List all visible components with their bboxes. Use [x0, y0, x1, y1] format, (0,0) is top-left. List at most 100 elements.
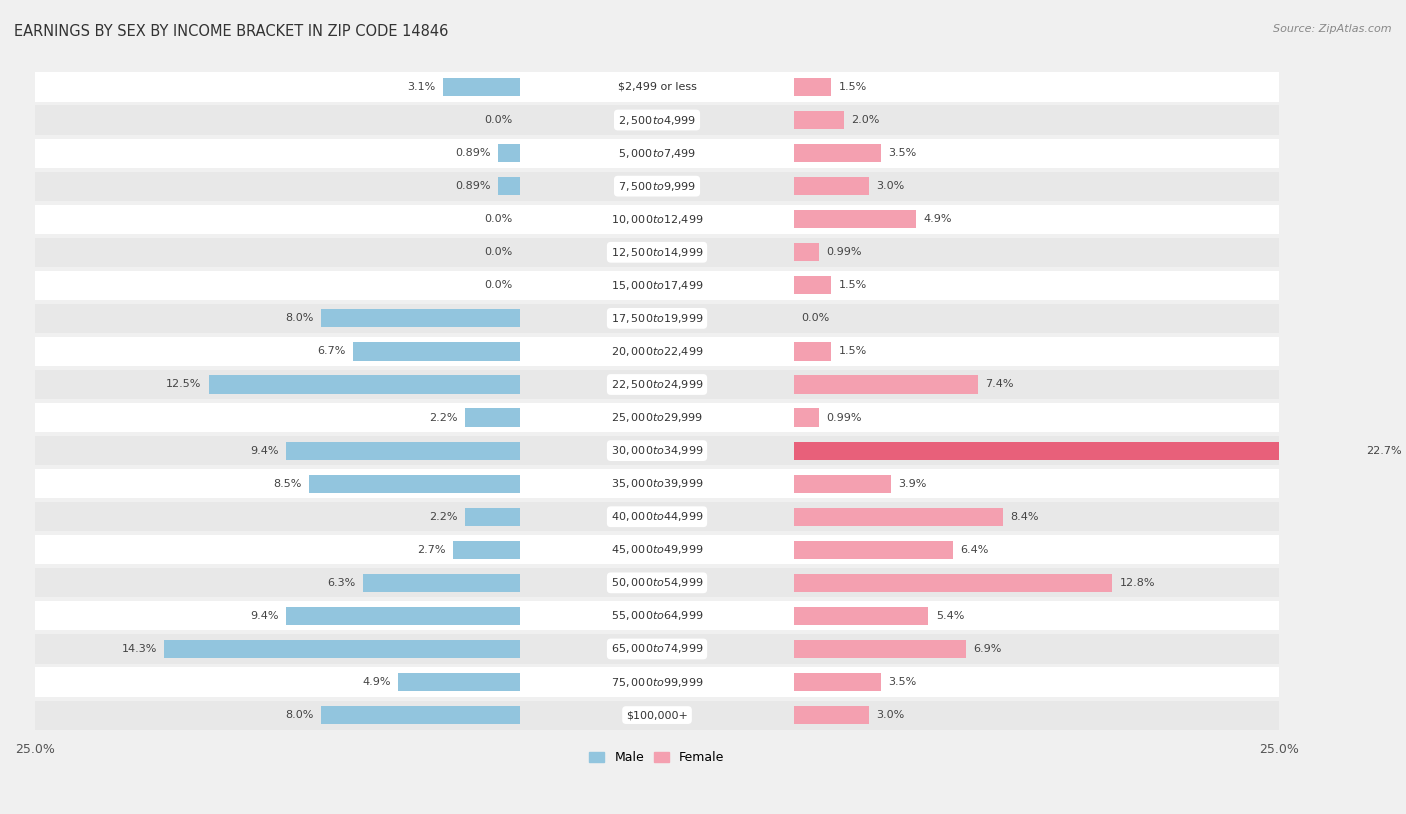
Text: 3.9%: 3.9%: [898, 479, 927, 488]
Text: $5,000 to $7,499: $5,000 to $7,499: [617, 147, 696, 160]
Bar: [453, 540, 520, 559]
Text: 7.4%: 7.4%: [986, 379, 1014, 390]
Bar: [35, 602, 1279, 631]
Text: 3.0%: 3.0%: [876, 710, 904, 720]
Text: $12,500 to $14,999: $12,500 to $14,999: [610, 246, 703, 259]
Bar: [35, 337, 1279, 366]
Text: 0.89%: 0.89%: [456, 182, 491, 191]
Text: 6.9%: 6.9%: [973, 644, 1001, 654]
Bar: [35, 72, 1279, 102]
Bar: [794, 540, 953, 559]
Bar: [794, 343, 831, 361]
Bar: [498, 144, 520, 162]
Bar: [209, 375, 520, 394]
Bar: [35, 502, 1279, 532]
Text: 4.9%: 4.9%: [924, 214, 952, 224]
Bar: [794, 111, 844, 129]
Text: 8.0%: 8.0%: [285, 710, 314, 720]
Bar: [794, 243, 818, 261]
Text: 0.0%: 0.0%: [485, 247, 513, 257]
Text: $30,000 to $34,999: $30,000 to $34,999: [610, 444, 703, 457]
Bar: [794, 508, 1002, 526]
Bar: [794, 606, 928, 625]
Text: 6.7%: 6.7%: [318, 347, 346, 357]
Bar: [35, 172, 1279, 201]
Text: $35,000 to $39,999: $35,000 to $39,999: [610, 477, 703, 490]
Text: 1.5%: 1.5%: [838, 280, 868, 291]
Bar: [35, 271, 1279, 300]
Text: 12.5%: 12.5%: [166, 379, 201, 390]
Text: $2,499 or less: $2,499 or less: [617, 82, 696, 92]
Bar: [35, 106, 1279, 134]
Text: 3.5%: 3.5%: [889, 148, 917, 158]
Text: 8.4%: 8.4%: [1011, 512, 1039, 522]
Bar: [794, 441, 1358, 460]
Text: $50,000 to $54,999: $50,000 to $54,999: [610, 576, 703, 589]
Text: 14.3%: 14.3%: [121, 644, 157, 654]
Bar: [794, 409, 818, 427]
Bar: [465, 508, 520, 526]
Text: 0.0%: 0.0%: [801, 313, 830, 323]
Bar: [794, 574, 1112, 592]
Bar: [321, 309, 520, 327]
Text: $2,500 to $4,999: $2,500 to $4,999: [617, 113, 696, 126]
Text: 2.7%: 2.7%: [418, 545, 446, 555]
Bar: [398, 673, 520, 691]
Text: $17,500 to $19,999: $17,500 to $19,999: [610, 312, 703, 325]
Text: 1.5%: 1.5%: [838, 82, 868, 92]
Text: $100,000+: $100,000+: [626, 710, 688, 720]
Bar: [794, 673, 882, 691]
Bar: [35, 238, 1279, 267]
Text: $10,000 to $12,499: $10,000 to $12,499: [610, 212, 703, 225]
Text: $20,000 to $22,499: $20,000 to $22,499: [610, 345, 703, 358]
Text: 2.2%: 2.2%: [429, 413, 458, 422]
Bar: [35, 403, 1279, 432]
Bar: [794, 144, 882, 162]
Bar: [35, 370, 1279, 399]
Text: 6.4%: 6.4%: [960, 545, 988, 555]
Text: 0.99%: 0.99%: [825, 247, 862, 257]
Legend: Male, Female: Male, Female: [585, 746, 730, 769]
Text: 9.4%: 9.4%: [250, 445, 278, 456]
Text: 8.0%: 8.0%: [285, 313, 314, 323]
Bar: [35, 304, 1279, 333]
Text: 3.1%: 3.1%: [408, 82, 436, 92]
Bar: [794, 706, 869, 724]
Text: $25,000 to $29,999: $25,000 to $29,999: [610, 411, 703, 424]
Bar: [363, 574, 520, 592]
Text: 9.4%: 9.4%: [250, 610, 278, 621]
Text: $55,000 to $64,999: $55,000 to $64,999: [610, 610, 703, 623]
Text: 3.5%: 3.5%: [889, 677, 917, 687]
Text: 22.7%: 22.7%: [1367, 445, 1402, 456]
Text: 12.8%: 12.8%: [1119, 578, 1156, 588]
Bar: [35, 469, 1279, 498]
Bar: [35, 701, 1279, 729]
Text: 5.4%: 5.4%: [936, 610, 965, 621]
Bar: [794, 210, 915, 228]
Text: $15,000 to $17,499: $15,000 to $17,499: [610, 279, 703, 292]
Text: Source: ZipAtlas.com: Source: ZipAtlas.com: [1274, 24, 1392, 34]
Text: 0.0%: 0.0%: [485, 280, 513, 291]
Text: 0.0%: 0.0%: [485, 115, 513, 125]
Bar: [35, 204, 1279, 234]
Text: 2.0%: 2.0%: [851, 115, 880, 125]
Bar: [309, 475, 520, 492]
Text: $75,000 to $99,999: $75,000 to $99,999: [610, 676, 703, 689]
Bar: [165, 640, 520, 658]
Bar: [35, 568, 1279, 597]
Text: 8.5%: 8.5%: [273, 479, 301, 488]
Bar: [287, 606, 520, 625]
Text: 6.3%: 6.3%: [328, 578, 356, 588]
Bar: [287, 441, 520, 460]
Bar: [35, 138, 1279, 168]
Bar: [35, 436, 1279, 465]
Text: $45,000 to $49,999: $45,000 to $49,999: [610, 543, 703, 556]
Bar: [443, 78, 520, 96]
Bar: [321, 706, 520, 724]
Bar: [794, 78, 831, 96]
Bar: [794, 375, 979, 394]
Text: 3.0%: 3.0%: [876, 182, 904, 191]
Bar: [794, 177, 869, 195]
Bar: [498, 177, 520, 195]
Bar: [794, 276, 831, 295]
